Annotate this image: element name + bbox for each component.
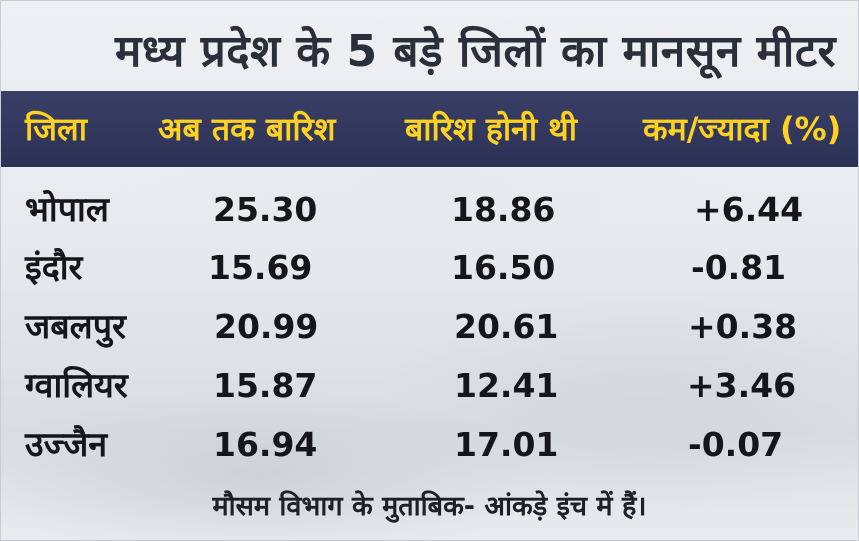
cell-district: जबलपुर (25, 307, 126, 347)
cell-rain-so-far: 15.69 (208, 248, 313, 287)
table-row: ग्वालियर 15.87 12.41 +3.46 (1, 357, 858, 415)
source-note: मौसम विभाग के मुताबिक- आंकड़े इंच में है… (212, 491, 647, 522)
header-district: जिला (25, 110, 88, 148)
cell-rain-so-far: 15.87 (213, 366, 318, 405)
header-rain-expected: बारिश होनी थी (405, 110, 578, 148)
cell-district: उज्जैन (25, 425, 108, 465)
cell-district: भोपाल (25, 190, 109, 230)
header-difference: कम/ज्यादा (%) (643, 110, 842, 148)
cell-difference: +0.38 (688, 307, 798, 346)
cell-district: इंदौर (25, 248, 83, 288)
cell-rain-so-far: 20.99 (214, 307, 319, 346)
cell-rain-expected: 18.86 (451, 190, 556, 229)
table-row: इंदौर 15.69 16.50 -0.81 (1, 239, 858, 297)
cell-district: ग्वालियर (25, 366, 128, 406)
cell-difference: -0.81 (691, 248, 787, 287)
cell-difference: +3.46 (687, 366, 797, 405)
table-row: उज्जैन 16.94 17.01 -0.07 (1, 416, 858, 474)
chart-title: मध्य प्रदेश के 5 बड़े जिलों का मानसून मी… (115, 26, 836, 77)
cell-difference: +6.44 (694, 190, 804, 229)
cell-rain-expected: 12.41 (454, 366, 559, 405)
cell-rain-so-far: 16.94 (213, 425, 318, 464)
table-row: भोपाल 25.30 18.86 +6.44 (1, 181, 858, 239)
table-row: जबलपुर 20.99 20.61 +0.38 (1, 298, 858, 356)
cell-rain-expected: 20.61 (454, 307, 559, 346)
cell-rain-expected: 16.50 (451, 248, 556, 287)
cell-rain-so-far: 25.30 (213, 190, 318, 229)
cell-difference: -0.07 (688, 425, 784, 464)
table-header: जिला अब तक बारिश बारिश होनी थी कम/ज्यादा… (1, 91, 858, 167)
header-rain-so-far: अब तक बारिश (158, 110, 336, 148)
cell-rain-expected: 17.01 (454, 425, 559, 464)
